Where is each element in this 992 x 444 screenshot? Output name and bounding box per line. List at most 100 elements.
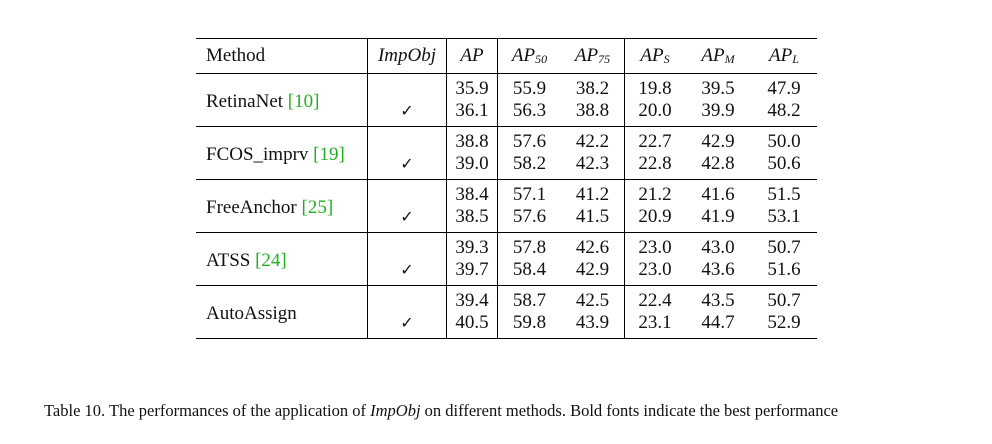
table-row: AutoAssign 39.4 58.7 42.5 22.4 43.5 50.7 [196, 285, 817, 324]
table-body: RetinaNet [10] 35.9 55.9 38.2 19.8 39.5 47.9 ✓ 3… [196, 73, 817, 339]
aps-value: 22.7 [624, 126, 685, 153]
apm-value: 43.5 [701, 290, 735, 311]
ap-value: 36.1 [446, 100, 498, 127]
method-name: ATSS [206, 250, 256, 271]
method-name: FreeAnchor [206, 197, 302, 218]
impobj-cell [367, 179, 447, 206]
apm-value: 41.9 [701, 206, 735, 227]
header-ap75-base: AP [574, 45, 599, 66]
aps-value: 19.8 [624, 73, 685, 100]
apm-value: 42.9 [701, 131, 735, 152]
apl-value: 50.7 [767, 237, 801, 258]
ap-value: 38.8 [446, 126, 498, 153]
ap75-value: 43.9 [575, 312, 610, 333]
header-impobj: ImpObj [367, 38, 447, 74]
apl-value: 50.0 [767, 131, 801, 152]
apl-value: 50.6 [767, 153, 801, 174]
apl-value: 50.7 [767, 290, 801, 311]
apm-value: 42.8 [701, 153, 735, 174]
ap75-value: 42.9 [575, 259, 610, 280]
apl-value: 51.5 [767, 184, 801, 205]
apm-value: 44.7 [701, 312, 735, 333]
header-apl-base: AP [769, 45, 793, 66]
method-cell: AutoAssign [196, 286, 368, 339]
header-ap: AP [446, 38, 498, 74]
table-row: ✓ 38.5 57.6 41.5 20.9 41.9 53.1 [196, 206, 817, 233]
ap75-value: 42.5 [575, 290, 610, 311]
caption-prefix: Table 10. The performances of the applic… [44, 401, 371, 420]
ap-value: 39.4 [446, 285, 498, 312]
ap-value: 40.5 [446, 312, 498, 339]
checkmark-icon: ✓ [400, 101, 414, 120]
aps-value: 21.2 [624, 179, 685, 206]
impobj-cell: ✓ [367, 100, 447, 127]
impobj-cell: ✓ [367, 312, 447, 339]
checkmark-icon: ✓ [400, 207, 414, 226]
header-apl-sub: L [792, 52, 799, 66]
ap50-value: 57.6 [497, 206, 561, 233]
caption-emphasis: ImpObj [370, 401, 421, 420]
ap75-value: 42.2 [575, 131, 610, 152]
impobj-cell: ✓ [367, 153, 447, 180]
impobj-cell [367, 232, 447, 259]
aps-value: 20.9 [624, 206, 685, 233]
aps-value: 23.0 [624, 259, 685, 286]
method-name: RetinaNet [206, 91, 288, 112]
table-row: ✓ 39.7 58.4 42.9 23.0 43.6 51.6 [196, 259, 817, 286]
header-ap75: AP75 [561, 39, 625, 74]
table-row: RetinaNet [10] 35.9 55.9 38.2 19.8 39.5 47.9 [196, 73, 817, 112]
aps-value: 23.0 [624, 232, 685, 259]
apl-value: 51.6 [767, 259, 801, 280]
table-row: ✓ 36.1 56.3 38.8 20.0 39.9 48.2 [196, 100, 817, 127]
header-method: Method [206, 45, 266, 66]
apm-value: 43.0 [701, 237, 735, 258]
caption-suffix: on different methods. Bold fonts indicat… [420, 401, 839, 420]
method-cell: RetinaNet [10] [196, 74, 368, 127]
ap75-value: 38.2 [575, 78, 610, 99]
ap50-value: 58.2 [497, 153, 561, 180]
apm-value: 43.6 [701, 259, 735, 280]
header-ap75-sub: 75 [598, 52, 611, 66]
ap75-value: 42.3 [575, 153, 610, 174]
apl-value: 47.9 [767, 78, 801, 99]
ap50-value: 58.7 [497, 285, 561, 312]
aps-value: 23.1 [624, 312, 685, 339]
citation-link[interactable]: [10] [287, 91, 320, 112]
impobj-cell [367, 285, 447, 312]
apl-value: 53.1 [767, 206, 801, 227]
aps-value: 22.4 [624, 285, 685, 312]
checkmark-icon: ✓ [400, 260, 414, 279]
ap75-value: 41.5 [575, 206, 610, 227]
ap50-value: 56.3 [497, 100, 561, 127]
citation-link[interactable]: [19] [313, 144, 345, 165]
header-aps: APS [624, 38, 685, 74]
ap75-value: 38.8 [575, 100, 610, 121]
table-row: ATSS [24] 39.3 57.8 42.6 23.0 43.0 50.7 [196, 232, 817, 271]
aps-value: 22.8 [624, 153, 685, 180]
ap-value: 39.7 [446, 259, 498, 286]
ap75-value: 41.2 [575, 184, 610, 205]
apm-value: 39.5 [701, 78, 735, 99]
ap50-value: 59.8 [497, 312, 561, 339]
ap50-value: 55.9 [497, 73, 561, 100]
method-name: AutoAssign [206, 303, 297, 324]
checkmark-icon: ✓ [400, 313, 414, 332]
header-apm-sub: M [724, 52, 735, 66]
method-name: FCOS_imprv [206, 144, 314, 165]
header-aps-sub: S [663, 52, 670, 66]
ap50-value: 57.6 [497, 126, 561, 153]
header-apm: APM [685, 39, 751, 74]
citation-link[interactable]: [24] [255, 250, 287, 271]
apl-value: 48.2 [767, 100, 801, 121]
aps-value: 20.0 [624, 100, 685, 127]
ap-value: 38.5 [446, 206, 498, 233]
checkmark-icon: ✓ [400, 154, 414, 173]
method-cell: FreeAnchor [25] [196, 180, 368, 233]
header-apm-base: AP [701, 45, 725, 66]
table-row: ✓ 39.0 58.2 42.3 22.8 42.8 50.6 [196, 153, 817, 180]
header-ap50-base: AP [511, 45, 536, 66]
ap50-value: 58.4 [497, 259, 561, 286]
method-cell: FCOS_imprv [19] [196, 127, 368, 180]
citation-link[interactable]: [25] [301, 197, 334, 218]
ap50-value: 57.8 [497, 232, 561, 259]
